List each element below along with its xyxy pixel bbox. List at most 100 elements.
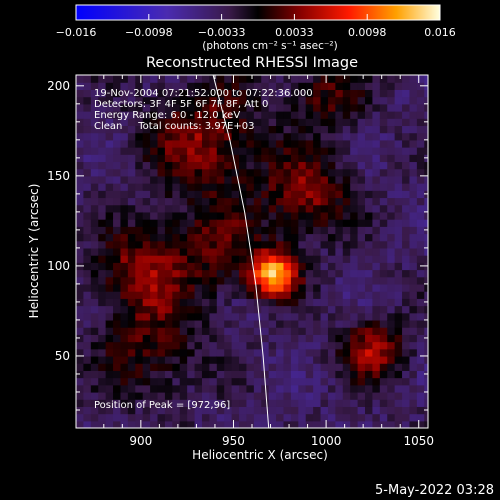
- heatmap-cell: [179, 420, 188, 428]
- heatmap-cell: [409, 197, 418, 206]
- heatmap-cell: [216, 132, 225, 141]
- heatmap-cell: [290, 197, 299, 206]
- heatmap-cell: [246, 190, 255, 199]
- heatmap-cell: [90, 190, 99, 199]
- heatmap-cell: [261, 125, 270, 134]
- heatmap-cell: [365, 384, 374, 393]
- heatmap-cell: [298, 305, 307, 314]
- heatmap-cell: [387, 75, 396, 83]
- heatmap-cell: [387, 211, 396, 220]
- heatmap-cell: [342, 420, 351, 428]
- heatmap-cell: [135, 219, 144, 227]
- heatmap-cell: [298, 125, 307, 134]
- heatmap-cell: [172, 190, 181, 199]
- heatmap-cell: [201, 168, 210, 177]
- heatmap-cell: [290, 125, 299, 134]
- heatmap-cell: [150, 269, 159, 278]
- heatmap-cell: [231, 384, 240, 393]
- heatmap-cell: [357, 168, 366, 177]
- heatmap-cell: [305, 276, 314, 285]
- heatmap-cell: [372, 183, 381, 191]
- heatmap-cell: [127, 384, 136, 393]
- heatmap-cell: [120, 406, 129, 415]
- heatmap-cell: [372, 363, 381, 371]
- heatmap-cell: [216, 96, 225, 105]
- heatmap-cell: [394, 233, 403, 242]
- heatmap-cell: [261, 391, 270, 400]
- heatmap-cell: [216, 399, 225, 407]
- heatmap-cell: [142, 103, 151, 112]
- heatmap-cell: [416, 118, 425, 127]
- heatmap-cell: [194, 82, 203, 90]
- heatmap-cell: [98, 370, 107, 379]
- heatmap-cell: [209, 233, 218, 242]
- heatmap-cell: [276, 82, 285, 90]
- heatmap-cell: [268, 139, 277, 148]
- heatmap-cell: [320, 226, 329, 235]
- heatmap-cell: [424, 269, 428, 278]
- heatmap-cell: [342, 204, 351, 213]
- heatmap-cell: [187, 190, 196, 199]
- heatmap-cell: [253, 147, 262, 155]
- heatmap-cell: [402, 420, 411, 428]
- heatmap-cell: [90, 219, 99, 227]
- heatmap-cell: [105, 377, 114, 386]
- heatmap-cell: [283, 355, 292, 364]
- heatmap-cell: [350, 219, 359, 227]
- heatmap-cell: [350, 334, 359, 343]
- heatmap-cell: [379, 103, 388, 112]
- heatmap-cell: [276, 96, 285, 105]
- heatmap-cell: [142, 75, 151, 83]
- heatmap-cell: [201, 377, 210, 386]
- heatmap-cell: [142, 312, 151, 321]
- heatmap-cell: [209, 291, 218, 299]
- heatmap-cell: [424, 255, 428, 263]
- heatmap-cell: [276, 355, 285, 364]
- heatmap-cell: [409, 312, 418, 321]
- heatmap-cell: [157, 283, 166, 292]
- heatmap-cell: [172, 384, 181, 393]
- heatmap-cell: [327, 111, 336, 119]
- heatmap-cell: [179, 89, 188, 98]
- heatmap-cell: [313, 247, 322, 256]
- heatmap-cell: [209, 154, 218, 163]
- heatmap-cell: [268, 125, 277, 134]
- heatmap-cell: [424, 355, 428, 364]
- heatmap-cell: [127, 276, 136, 285]
- heatmap-cell: [90, 276, 99, 285]
- heatmap-cell: [150, 370, 159, 379]
- heatmap-cell: [105, 334, 114, 343]
- heatmap-cell: [98, 406, 107, 415]
- heatmap-cell: [179, 125, 188, 134]
- heatmap-cell: [246, 377, 255, 386]
- heatmap-cell: [231, 377, 240, 386]
- heatmap-cell: [194, 276, 203, 285]
- heatmap-cell: [113, 276, 122, 285]
- heatmap-cell: [253, 154, 262, 163]
- heatmap-cell: [194, 413, 203, 422]
- heatmap-cell: [216, 269, 225, 278]
- heatmap-cell: [335, 211, 344, 220]
- heatmap-cell: [201, 125, 210, 134]
- heatmap-cell: [224, 312, 233, 321]
- heatmap-cell: [246, 420, 255, 428]
- heatmap-cell: [290, 219, 299, 227]
- heatmap-cell: [327, 118, 336, 127]
- heatmap-cell: [409, 319, 418, 328]
- heatmap-cell: [187, 211, 196, 220]
- heatmap-cell: [402, 168, 411, 177]
- heatmap-cell: [342, 111, 351, 119]
- heatmap-cell: [276, 204, 285, 213]
- heatmap-cell: [305, 305, 314, 314]
- heatmap-cell: [120, 391, 129, 400]
- heatmap-cell: [239, 269, 248, 278]
- heatmap-cell: [113, 406, 122, 415]
- heatmap-cell: [387, 82, 396, 90]
- heatmap-cell: [394, 399, 403, 407]
- heatmap-cell: [98, 262, 107, 271]
- heatmap-cell: [268, 89, 277, 98]
- heatmap-cell: [209, 312, 218, 321]
- heatmap-cell: [342, 370, 351, 379]
- heatmap-cell: [283, 96, 292, 105]
- heatmap-cell: [127, 175, 136, 184]
